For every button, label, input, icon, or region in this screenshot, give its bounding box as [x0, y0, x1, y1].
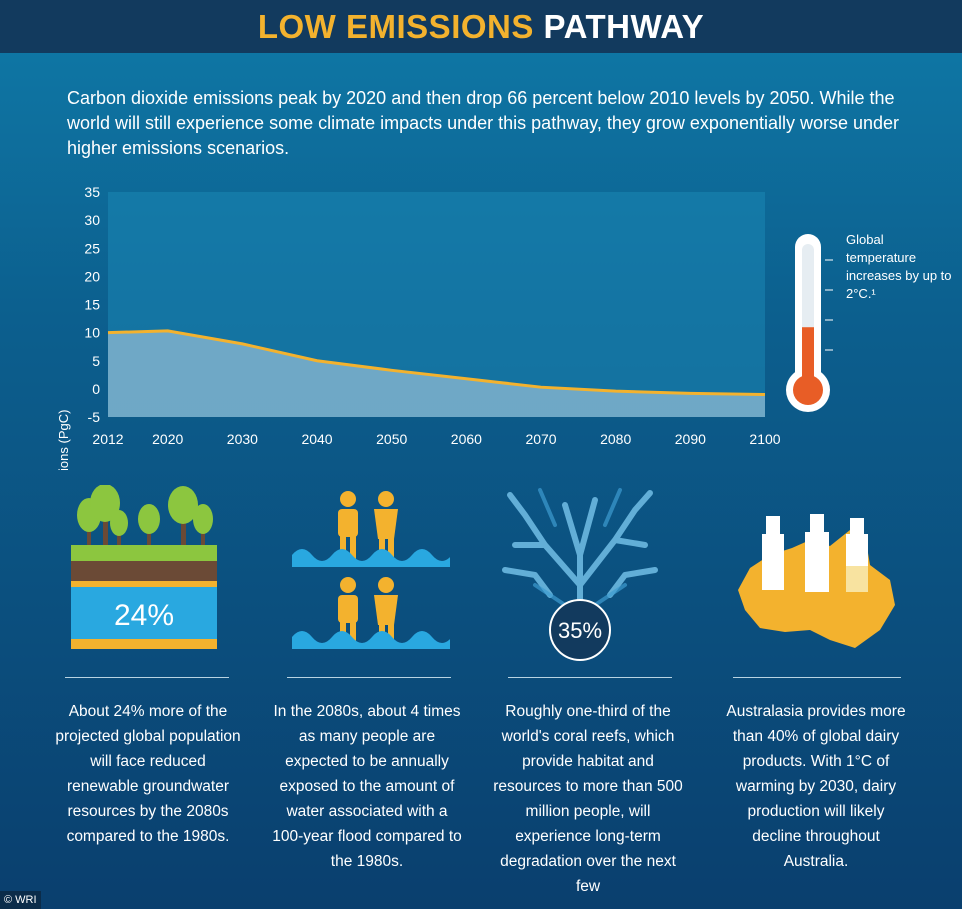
- flood-icon: [292, 491, 450, 649]
- tree-icon: [77, 485, 213, 547]
- x-tick-label: 2060: [451, 431, 482, 447]
- y-axis-ticks: 35 30 25 20 15 10 5 0 -5: [84, 184, 100, 425]
- x-tick-label: 2080: [600, 431, 631, 447]
- wave-icon: [292, 549, 450, 649]
- thermometer-icon: [786, 234, 833, 412]
- y-tick-label: 35: [84, 184, 100, 200]
- emissions-line: [107, 329, 766, 396]
- y-tick-label: 20: [84, 268, 100, 284]
- x-tick-label: 2030: [227, 431, 258, 447]
- groundwater-icon: 24%: [71, 485, 217, 649]
- divider: [287, 677, 451, 678]
- credit: © WRI: [0, 891, 41, 909]
- coral-badge: 35%: [558, 618, 602, 643]
- thermometer-level: [802, 327, 814, 390]
- groundwater-badge: 24%: [114, 599, 174, 632]
- title-highlight: LOW EMISSIONS: [257, 8, 534, 45]
- x-tick-label: 2050: [376, 431, 407, 447]
- page-title: LOW EMISSIONS PATHWAY: [0, 0, 962, 53]
- x-tick-label: 2100: [749, 431, 780, 447]
- dairy-text: Australasia provides more than 40% of gl…: [726, 703, 906, 870]
- x-tick-label: 2090: [675, 431, 706, 447]
- groundwater-text: About 24% more of the projected global p…: [55, 703, 241, 845]
- divider: [733, 677, 901, 678]
- coral-text: Roughly one-third of the world's coral r…: [493, 703, 683, 895]
- dairy-icon: [738, 514, 895, 648]
- divider: [508, 677, 672, 678]
- emissions-chart: 35 30 25 20 15 10 5 0 -5 2012 2020 2030 2040 2050 206…: [56, 184, 781, 470]
- y-tick-label: 15: [84, 297, 100, 313]
- x-tick-label: 2020: [152, 431, 183, 447]
- thermometer-caption: Global temperature increases by up to 2°…: [846, 232, 952, 301]
- x-tick-label: 2070: [525, 431, 556, 447]
- emissions-area: [108, 330, 765, 417]
- x-axis-ticks: 2012 2020 2030 2040 2050 2060 2070 2080 2090 2100: [92, 431, 780, 447]
- y-tick-label: 25: [84, 240, 100, 256]
- intro-text: Carbon dioxide emissions peak by 2020 an…: [67, 88, 900, 158]
- y-tick-label: -5: [88, 409, 101, 425]
- y-tick-label: 0: [92, 381, 100, 397]
- coral-icon: 35%: [502, 488, 658, 661]
- x-tick-label: 2040: [301, 431, 332, 447]
- y-axis-label: Annual Emissions (PgC): [56, 410, 71, 470]
- x-tick-label: 2012: [92, 431, 123, 447]
- flood-text: In the 2080s, about 4 times as many peop…: [272, 703, 462, 870]
- y-tick-label: 5: [92, 353, 100, 369]
- title-rest: PATHWAY: [543, 8, 705, 45]
- divider: [65, 677, 229, 678]
- y-tick-label: 10: [84, 325, 100, 341]
- y-tick-label: 30: [84, 212, 100, 228]
- milk-bottle-icon: [762, 514, 868, 592]
- people-icon: [338, 491, 398, 645]
